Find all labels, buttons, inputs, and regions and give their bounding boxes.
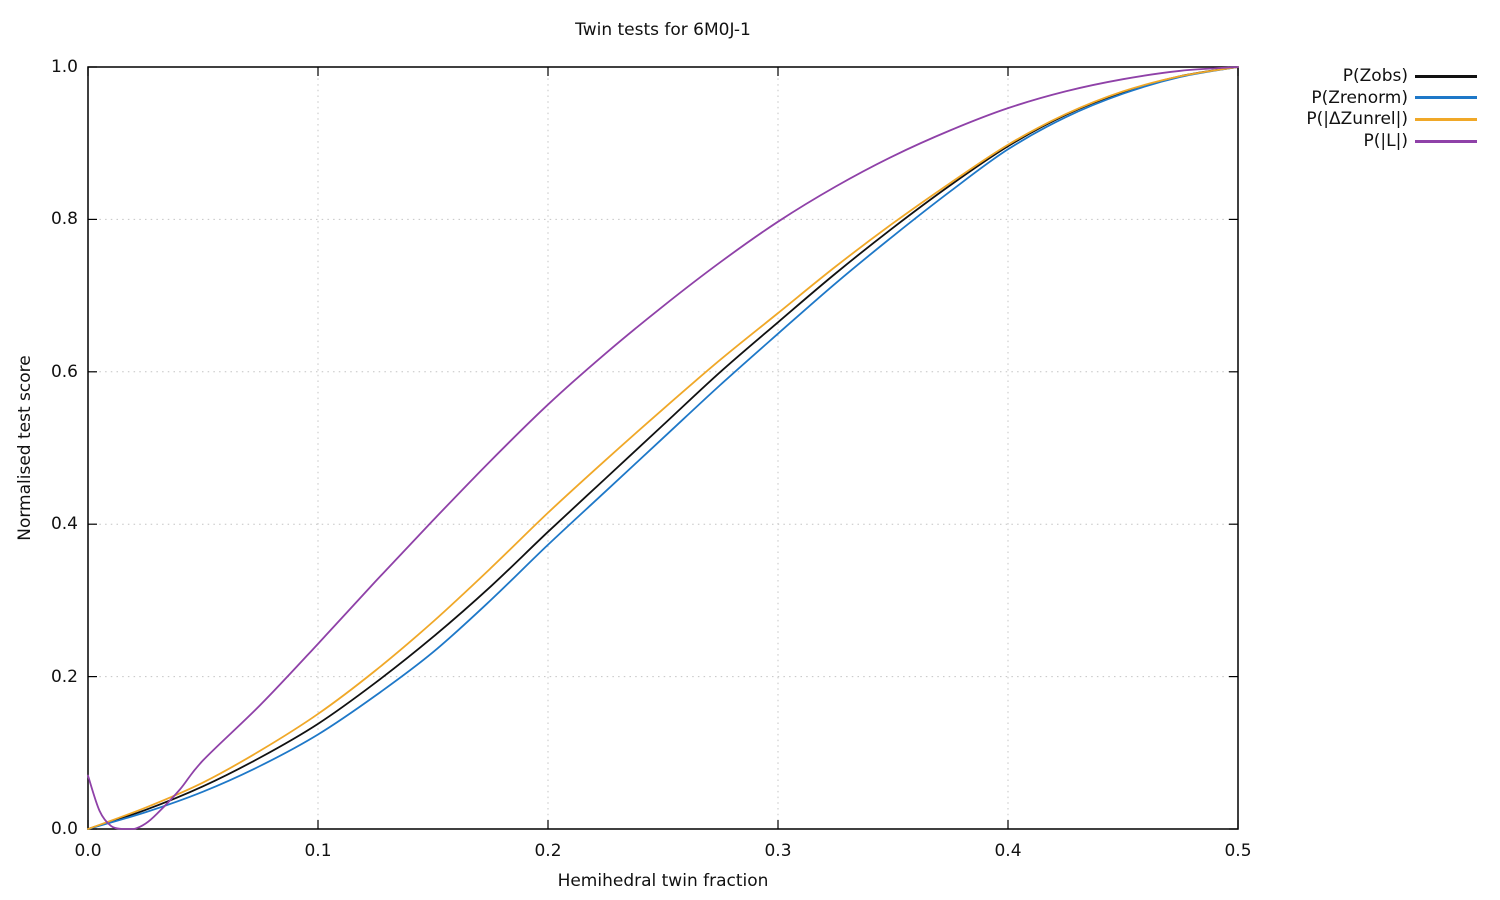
chart-title: Twin tests for 6M0J-1 <box>575 20 751 40</box>
y-tick-label: 0.4 <box>50 514 78 535</box>
y-tick-label: 1.0 <box>50 57 78 77</box>
x-axis-label: Hemihedral twin fraction <box>557 871 769 891</box>
legend-item-0: P(Zobs) <box>1343 65 1477 87</box>
x-tick-label: 0.5 <box>1224 841 1252 861</box>
legend-line-sample <box>1415 96 1477 100</box>
legend-label: P(|L|) <box>1363 131 1408 152</box>
legend-label: P(|ΔZunrel|) <box>1306 109 1408 130</box>
legend-label: P(Zobs) <box>1342 66 1408 86</box>
legend-line-sample <box>1415 117 1477 121</box>
series-line-1 <box>87 66 1239 830</box>
plot-border <box>87 66 1239 830</box>
x-tick-label: 0.1 <box>304 841 332 861</box>
series-line-2 <box>87 66 1239 830</box>
x-tick-label: 0.0 <box>74 841 102 861</box>
series-line-0 <box>87 66 1239 830</box>
legend-item-2: P(|ΔZunrel|) <box>1306 108 1477 130</box>
y-tick-label: 0.2 <box>50 666 78 687</box>
y-tick-label: 0.8 <box>50 209 78 230</box>
legend-item-3: P(|L|) <box>1364 130 1477 152</box>
x-tick-label: 0.2 <box>534 841 562 861</box>
legend-label: P(Zrenorm) <box>1311 87 1408 108</box>
legend-item-1: P(Zrenorm) <box>1311 87 1477 109</box>
y-tick-label: 0.6 <box>50 361 78 382</box>
x-tick-label: 0.3 <box>764 841 792 861</box>
x-tick-label: 0.4 <box>994 841 1022 861</box>
legend-line-sample <box>1415 74 1477 78</box>
legend-line-sample <box>1415 139 1477 143</box>
series-line-3 <box>87 66 1239 830</box>
y-tick-label: 0.0 <box>50 819 78 839</box>
